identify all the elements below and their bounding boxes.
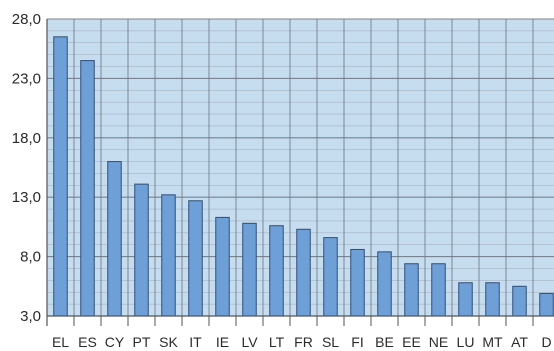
bar-lt	[269, 225, 284, 317]
x-tick-label: FI	[351, 334, 363, 350]
bar-pt	[134, 183, 149, 317]
grid	[46, 18, 554, 317]
x-tick-label: FR	[294, 334, 313, 350]
bar-ie	[215, 216, 230, 317]
x-tick-label: IT	[189, 334, 202, 350]
bar-fr	[296, 228, 311, 317]
bars	[53, 36, 554, 317]
bar-ee	[404, 263, 419, 317]
y-tick-label: 3,0	[20, 308, 41, 325]
x-tick-label: LU	[457, 334, 475, 350]
x-tick-label: AT	[511, 334, 528, 350]
x-tick-label: NE	[429, 334, 448, 350]
x-tick-label: SK	[159, 334, 178, 350]
bar-be	[377, 251, 392, 317]
bar-mt	[485, 282, 500, 317]
x-tick-label: LV	[241, 334, 258, 350]
bar-it	[188, 200, 203, 317]
bar-sk	[161, 194, 176, 317]
x-tick-label: CY	[105, 334, 125, 350]
x-axis: EL ES CY PT SK IT IE LV LT FR SL FI BE EE NE LU MT AT D	[46, 315, 554, 350]
x-tick-label: SL	[322, 334, 339, 350]
x-tick-label: MT	[482, 334, 503, 350]
x-tick-label: BE	[375, 334, 394, 350]
x-tick-label: EE	[402, 334, 421, 350]
y-tick-label: 18,0	[12, 130, 41, 147]
bar-d	[539, 292, 554, 317]
bar-at	[512, 285, 527, 317]
bar-es	[80, 60, 95, 317]
x-tick-label: IE	[216, 334, 229, 350]
x-tick-label: EL	[52, 334, 69, 350]
y-tick-label: 8,0	[20, 249, 41, 266]
bar-el	[53, 36, 68, 317]
bar-ne	[431, 263, 446, 317]
bar-cy	[107, 161, 122, 317]
y-tick-label: 28,0	[12, 11, 41, 28]
bar-sl	[323, 237, 338, 317]
bar-lu	[458, 282, 473, 317]
y-tick-label: 13,0	[12, 189, 41, 206]
x-tick-label: D	[541, 334, 551, 350]
y-tick-label: 23,0	[12, 70, 41, 87]
x-tick-label: LT	[269, 334, 285, 350]
x-tick-label: ES	[78, 334, 97, 350]
y-axis: 28,0 23,0 18,0 13,0 8,0 3,0	[12, 11, 48, 326]
x-tick-label: PT	[133, 334, 151, 350]
bar-fi	[350, 248, 365, 317]
bar-lv	[242, 222, 257, 317]
